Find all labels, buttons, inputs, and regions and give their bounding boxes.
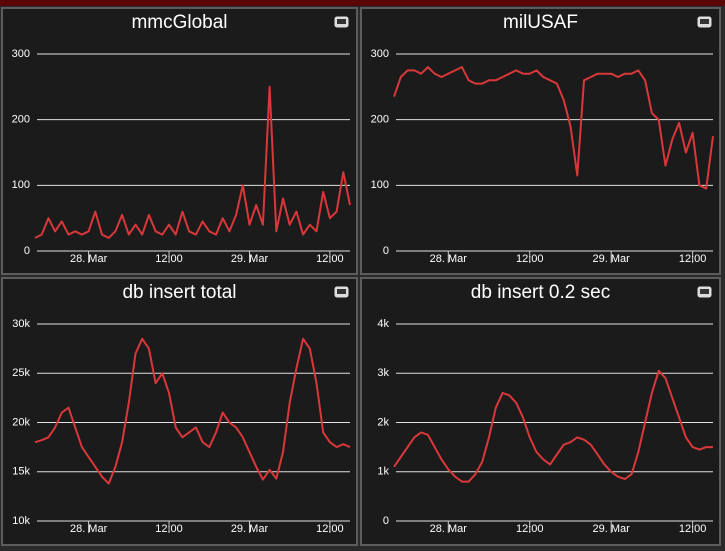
x-tick-label: 29. Mar: [231, 523, 269, 535]
panel: [360, 7, 721, 275]
panel: [1, 277, 358, 546]
chart-title: milUSAF: [503, 12, 578, 33]
chart-title: db insert total: [122, 282, 236, 303]
x-tick-label: 28. Mar: [70, 523, 108, 535]
y-tick-label: 15k: [12, 466, 30, 478]
menu-icon-inner: [700, 19, 709, 24]
top-band: [0, 0, 725, 6]
y-tick-label: 300: [371, 48, 389, 60]
y-tick-label: 100: [371, 179, 389, 191]
y-tick-label: 30k: [12, 318, 30, 330]
panel: [360, 277, 721, 546]
x-tick-label: 12:00: [679, 523, 707, 535]
chart-title: mmcGlobal: [131, 12, 227, 33]
x-tick-label: 12:00: [679, 253, 707, 265]
x-tick-label: 12:00: [155, 523, 183, 535]
x-tick-label: 12:00: [155, 253, 183, 265]
data-line: [393, 66, 714, 190]
data-line: [393, 369, 713, 483]
y-tick-label: 3k: [377, 367, 389, 379]
y-tick-label: 200: [371, 114, 389, 126]
menu-icon-inner: [700, 289, 709, 294]
y-tick-label: 0: [383, 515, 389, 527]
y-tick-label: 200: [12, 114, 30, 126]
x-tick-label: 28. Mar: [430, 253, 468, 265]
data-line: [34, 85, 351, 239]
x-tick-label: 29. Mar: [593, 253, 631, 265]
x-tick-label: 28. Mar: [430, 523, 468, 535]
x-tick-label: 29. Mar: [231, 253, 269, 265]
y-tick-label: 100: [12, 179, 30, 191]
x-tick-label: 12:00: [516, 523, 544, 535]
x-tick-label: 12:00: [516, 253, 544, 265]
x-tick-label: 28. Mar: [70, 253, 108, 265]
menu-icon-inner: [337, 19, 346, 24]
menu-icon-inner: [337, 289, 346, 294]
y-tick-label: 10k: [12, 515, 30, 527]
chart-title: db insert 0.2 sec: [471, 282, 610, 303]
y-tick-label: 25k: [12, 367, 30, 379]
y-tick-label: 300: [12, 48, 30, 60]
y-tick-label: 20k: [12, 416, 30, 428]
y-tick-label: 0: [383, 245, 389, 257]
y-tick-label: 1k: [377, 466, 389, 478]
y-tick-label: 2k: [377, 416, 389, 428]
panel: [1, 7, 358, 275]
data-line: [34, 337, 351, 485]
x-tick-label: 29. Mar: [593, 523, 631, 535]
y-tick-label: 4k: [377, 318, 389, 330]
x-tick-label: 12:00: [316, 523, 344, 535]
y-tick-label: 0: [24, 245, 30, 257]
x-tick-label: 12:00: [316, 253, 344, 265]
